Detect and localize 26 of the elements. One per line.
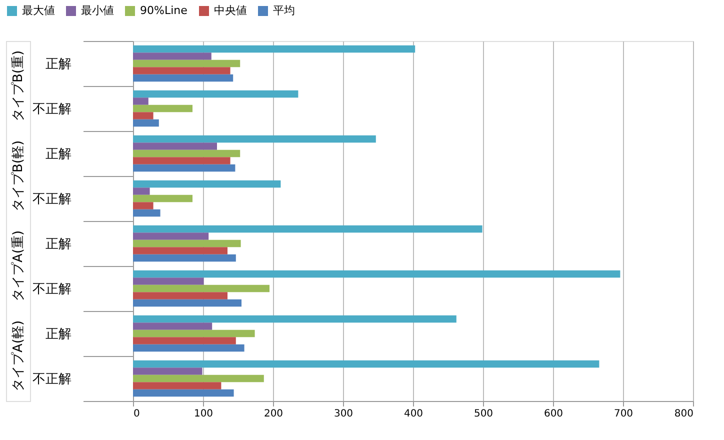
x-tick-label: 400 — [404, 408, 424, 420]
legend-label: 最小値 — [81, 4, 114, 17]
y-tick-label: 不正解 — [32, 282, 72, 297]
text: タイプB(軽) — [11, 140, 26, 212]
y-tick-label: 不正解 — [32, 192, 72, 207]
y-tick-label: 不正解 — [32, 372, 72, 387]
x-tick-label: 200 — [264, 408, 284, 420]
text: タイプA(軽) — [11, 320, 26, 392]
y-tick-label: 正解 — [46, 327, 72, 342]
legend-label: 90%Line — [140, 4, 188, 17]
x-tick-label: 0 — [134, 408, 140, 420]
x-tick-label: 600 — [544, 408, 564, 420]
x-tick-label: 800 — [674, 408, 694, 420]
legend-label: 中央値 — [214, 4, 247, 17]
x-tick-label: 100 — [194, 408, 214, 420]
y-tick-label: 不正解 — [32, 102, 72, 117]
x-tick-label: 700 — [614, 408, 634, 420]
legend-label: 最大値 — [22, 4, 55, 17]
x-tick-label: 300 — [334, 408, 354, 420]
text: タイプB(重) — [11, 50, 26, 122]
text: タイプA(重) — [11, 230, 26, 302]
x-tick-label: 500 — [474, 408, 494, 420]
legend-label: 平均 — [273, 4, 295, 17]
y-tick-label: 正解 — [46, 237, 72, 252]
y-tick-label: 正解 — [46, 57, 72, 72]
y-tick-label: 正解 — [46, 147, 72, 162]
